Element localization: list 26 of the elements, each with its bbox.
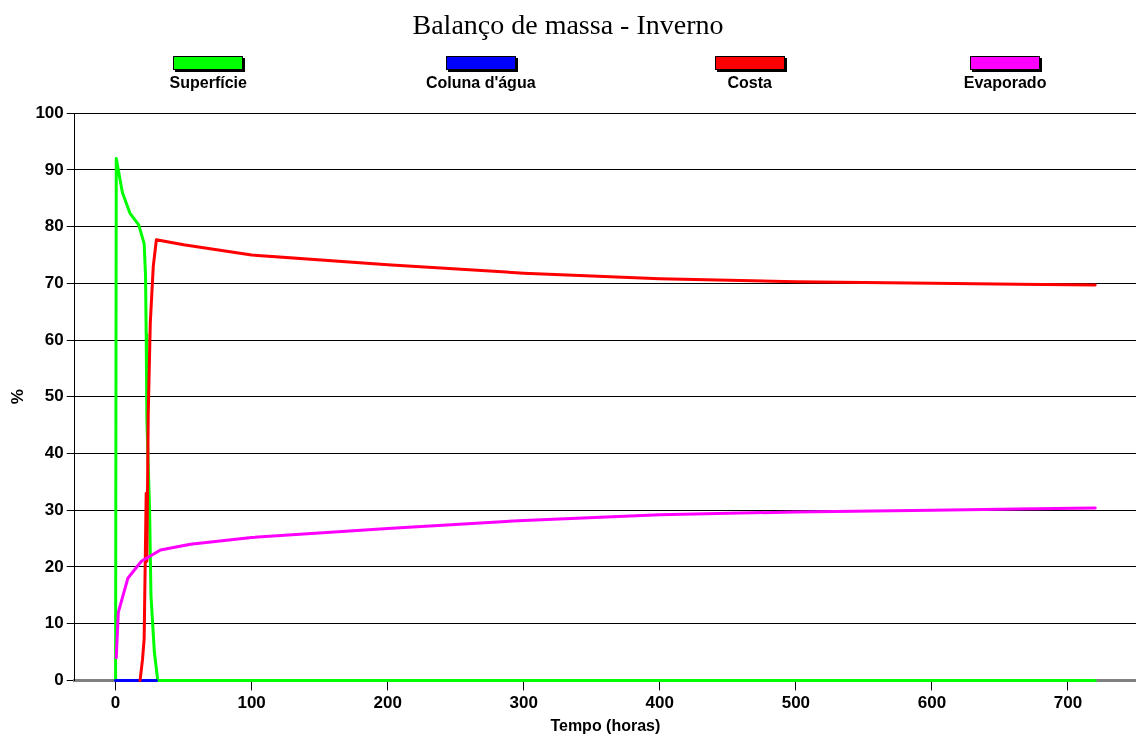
y-tick-label: 70 (44, 273, 64, 293)
x-tick-label: 300 (509, 693, 538, 713)
y-tick-label: 30 (44, 499, 64, 519)
legend-label: Coluna d'água (425, 74, 536, 92)
y-tick-label: 50 (44, 386, 64, 406)
x-tick-label: 0 (110, 693, 121, 713)
y-axis-title: % (7, 389, 27, 405)
x-axis-title: Tempo (horas) (550, 716, 661, 734)
y-tick-label: 60 (44, 329, 64, 349)
x-tick-label: 400 (645, 693, 674, 713)
x-tick-label: 500 (781, 693, 811, 713)
chart-title: Balanço de massa - Inverno (411, 8, 725, 40)
y-tick-label: 80 (44, 216, 64, 236)
y-tick-label: 0 (54, 670, 64, 690)
legend-label: Evaporado (963, 74, 1047, 92)
x-tick-label: 200 (373, 693, 402, 713)
y-tick-label: 10 (44, 613, 64, 633)
legend-label: Costa (727, 74, 772, 92)
x-tick-label: 100 (237, 693, 266, 713)
y-tick-label: 100 (35, 102, 64, 122)
y-tick-label: 40 (44, 443, 64, 463)
y-tick-label: 20 (44, 556, 64, 576)
x-tick-label: 600 (917, 693, 947, 713)
y-tick-label: 90 (44, 159, 64, 179)
legend-label: Superfície (169, 74, 247, 92)
x-tick-label: 700 (1053, 693, 1083, 713)
